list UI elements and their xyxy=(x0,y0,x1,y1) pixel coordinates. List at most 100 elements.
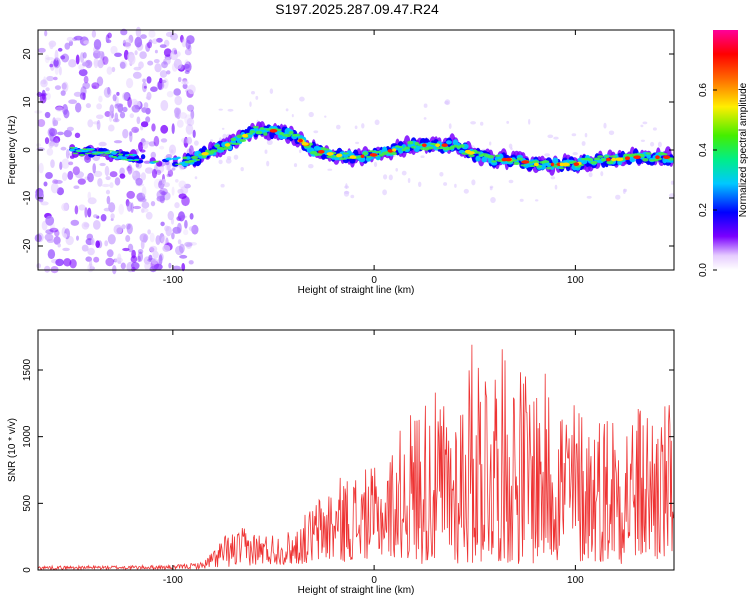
ridge-peak xyxy=(242,133,249,138)
noise-speck xyxy=(221,127,225,130)
noise-speck xyxy=(82,52,87,59)
noise-speck xyxy=(160,221,165,227)
ridge-blob xyxy=(182,156,188,160)
ridge-peak xyxy=(369,153,378,157)
noise-speck xyxy=(168,262,172,269)
ridge-blob xyxy=(604,155,610,158)
noise-speck xyxy=(184,219,188,229)
noise-speck xyxy=(54,85,62,90)
noise-speck xyxy=(298,149,302,154)
noise-speck xyxy=(670,180,674,185)
noise-speck xyxy=(106,249,114,258)
noise-speck xyxy=(148,39,153,45)
noise-speck xyxy=(143,160,151,164)
ridge-blob xyxy=(574,165,582,168)
snr-y-ticks: 0 500 1000 1500 xyxy=(22,358,674,573)
noise-speck xyxy=(269,88,274,94)
noise-speck xyxy=(67,170,74,180)
colorbar-tick-label: 0.4 xyxy=(698,143,709,157)
noise-speck xyxy=(96,76,104,87)
noise-speck xyxy=(308,111,314,118)
noise-speck xyxy=(66,36,74,42)
noise-speck xyxy=(97,59,104,69)
ridge-peak xyxy=(387,149,394,153)
noise-speck xyxy=(177,188,184,194)
noise-speck xyxy=(179,254,188,259)
noise-speck xyxy=(145,211,153,220)
noise-speck xyxy=(150,151,156,159)
x-tick-label: -100 xyxy=(163,575,183,586)
noise-speck xyxy=(141,201,150,209)
noise-speck xyxy=(622,188,626,194)
noise-speck xyxy=(108,124,115,132)
ridge-blob xyxy=(118,153,123,156)
noise-speck xyxy=(170,32,179,41)
ridge-peak xyxy=(467,151,475,155)
noise-speck xyxy=(102,56,109,65)
ridge-blob xyxy=(75,150,82,152)
noise-speck xyxy=(40,201,49,206)
noise-speck xyxy=(186,136,193,145)
ridge-blob xyxy=(110,155,118,158)
colorbar-label: Normalized spectral amplitude xyxy=(738,82,749,217)
noise-speck xyxy=(165,226,172,237)
ridge-blob xyxy=(452,139,459,146)
ridge-blob xyxy=(609,155,617,158)
noise-speck xyxy=(182,83,188,90)
y-tick-label: 1000 xyxy=(22,425,33,448)
noise-speck xyxy=(165,154,173,159)
noise-speck xyxy=(62,247,70,252)
noise-speck xyxy=(147,60,154,66)
noise-speck xyxy=(45,57,55,61)
noise-speck xyxy=(547,134,554,139)
noise-speck xyxy=(95,240,100,248)
noise-speck xyxy=(149,232,155,243)
noise-speck xyxy=(52,57,61,69)
ridge-peak xyxy=(615,157,624,161)
ridge-blob xyxy=(646,153,651,159)
noise-speck xyxy=(141,186,147,197)
noise-speck xyxy=(608,130,615,136)
ridge-blob xyxy=(104,152,112,155)
noise-speck xyxy=(642,121,648,125)
ridge-blob xyxy=(552,157,559,165)
noise-speck xyxy=(175,179,179,183)
noise-speck xyxy=(126,190,135,199)
noise-speck xyxy=(443,182,448,186)
noise-speck xyxy=(36,263,41,269)
noise-speck xyxy=(423,103,428,108)
noise-speck xyxy=(96,114,104,120)
ridge-peak xyxy=(505,157,512,162)
noise-speck xyxy=(160,100,169,111)
noise-speck xyxy=(53,236,61,245)
ridge-blob xyxy=(588,158,594,162)
snr-x-ticks: -100 0 100 xyxy=(163,330,584,586)
ridge-blob xyxy=(69,148,75,152)
snr-frame xyxy=(37,329,675,571)
noise-speck xyxy=(657,141,662,148)
ridge-blob xyxy=(239,139,247,142)
noise-speck xyxy=(53,136,61,144)
noise-speck xyxy=(87,191,92,200)
ridge-blob xyxy=(398,145,404,149)
ridge-peak xyxy=(611,157,617,162)
ridge-peak xyxy=(562,162,570,167)
colorbar-ticks: 0.0 0.2 0.4 0.6 xyxy=(698,83,717,277)
noise-speck xyxy=(343,190,350,197)
ridge-blob xyxy=(642,158,649,162)
snr-y-label: SNR (10 * v/v) xyxy=(7,418,18,482)
noise-speck xyxy=(173,88,181,96)
noise-speck xyxy=(119,173,126,179)
noise-speck xyxy=(137,251,143,262)
noise-speck xyxy=(115,103,124,108)
signal-ridge xyxy=(69,121,675,176)
ridge-blob xyxy=(475,155,481,162)
noise-speck xyxy=(87,197,97,205)
noise-speck xyxy=(98,141,107,147)
noise-speck xyxy=(119,111,126,119)
ridge-blob xyxy=(639,153,645,158)
ridge-peak xyxy=(606,157,611,162)
noise-speck xyxy=(45,172,53,179)
noise-speck xyxy=(57,131,64,136)
noise-speck xyxy=(174,202,180,209)
